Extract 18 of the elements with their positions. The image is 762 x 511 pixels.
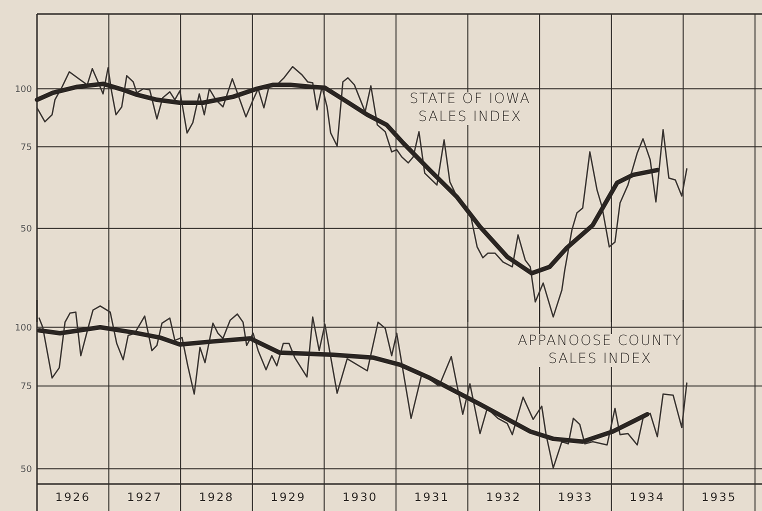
- x-tick-label: 1929: [270, 490, 306, 504]
- x-tick-label: 1930: [342, 490, 378, 504]
- x-tick-label: 1926: [55, 490, 91, 504]
- annotation: APPANOOSE COUNTY SALES INDEX: [518, 333, 682, 367]
- y-tick-label: 75: [20, 142, 32, 153]
- x-tick-label: 1935: [701, 490, 737, 504]
- y-tick-label: 50: [20, 464, 32, 475]
- x-tick-label: 1932: [486, 490, 522, 504]
- x-tick-label: 1934: [630, 490, 665, 504]
- y-tick-label: 100: [14, 84, 32, 95]
- y-tick-label: 100: [14, 323, 32, 334]
- x-tick-label: 1927: [127, 490, 162, 504]
- annotation: STATE OF IOWA SALES INDEX: [409, 91, 531, 125]
- x-tick-label: 1928: [198, 490, 234, 504]
- y-tick-label: 75: [20, 382, 32, 392]
- x-tick-label: 1931: [414, 490, 450, 504]
- x-tick-label: 1933: [558, 490, 594, 504]
- y-tick-label: 50: [20, 224, 32, 234]
